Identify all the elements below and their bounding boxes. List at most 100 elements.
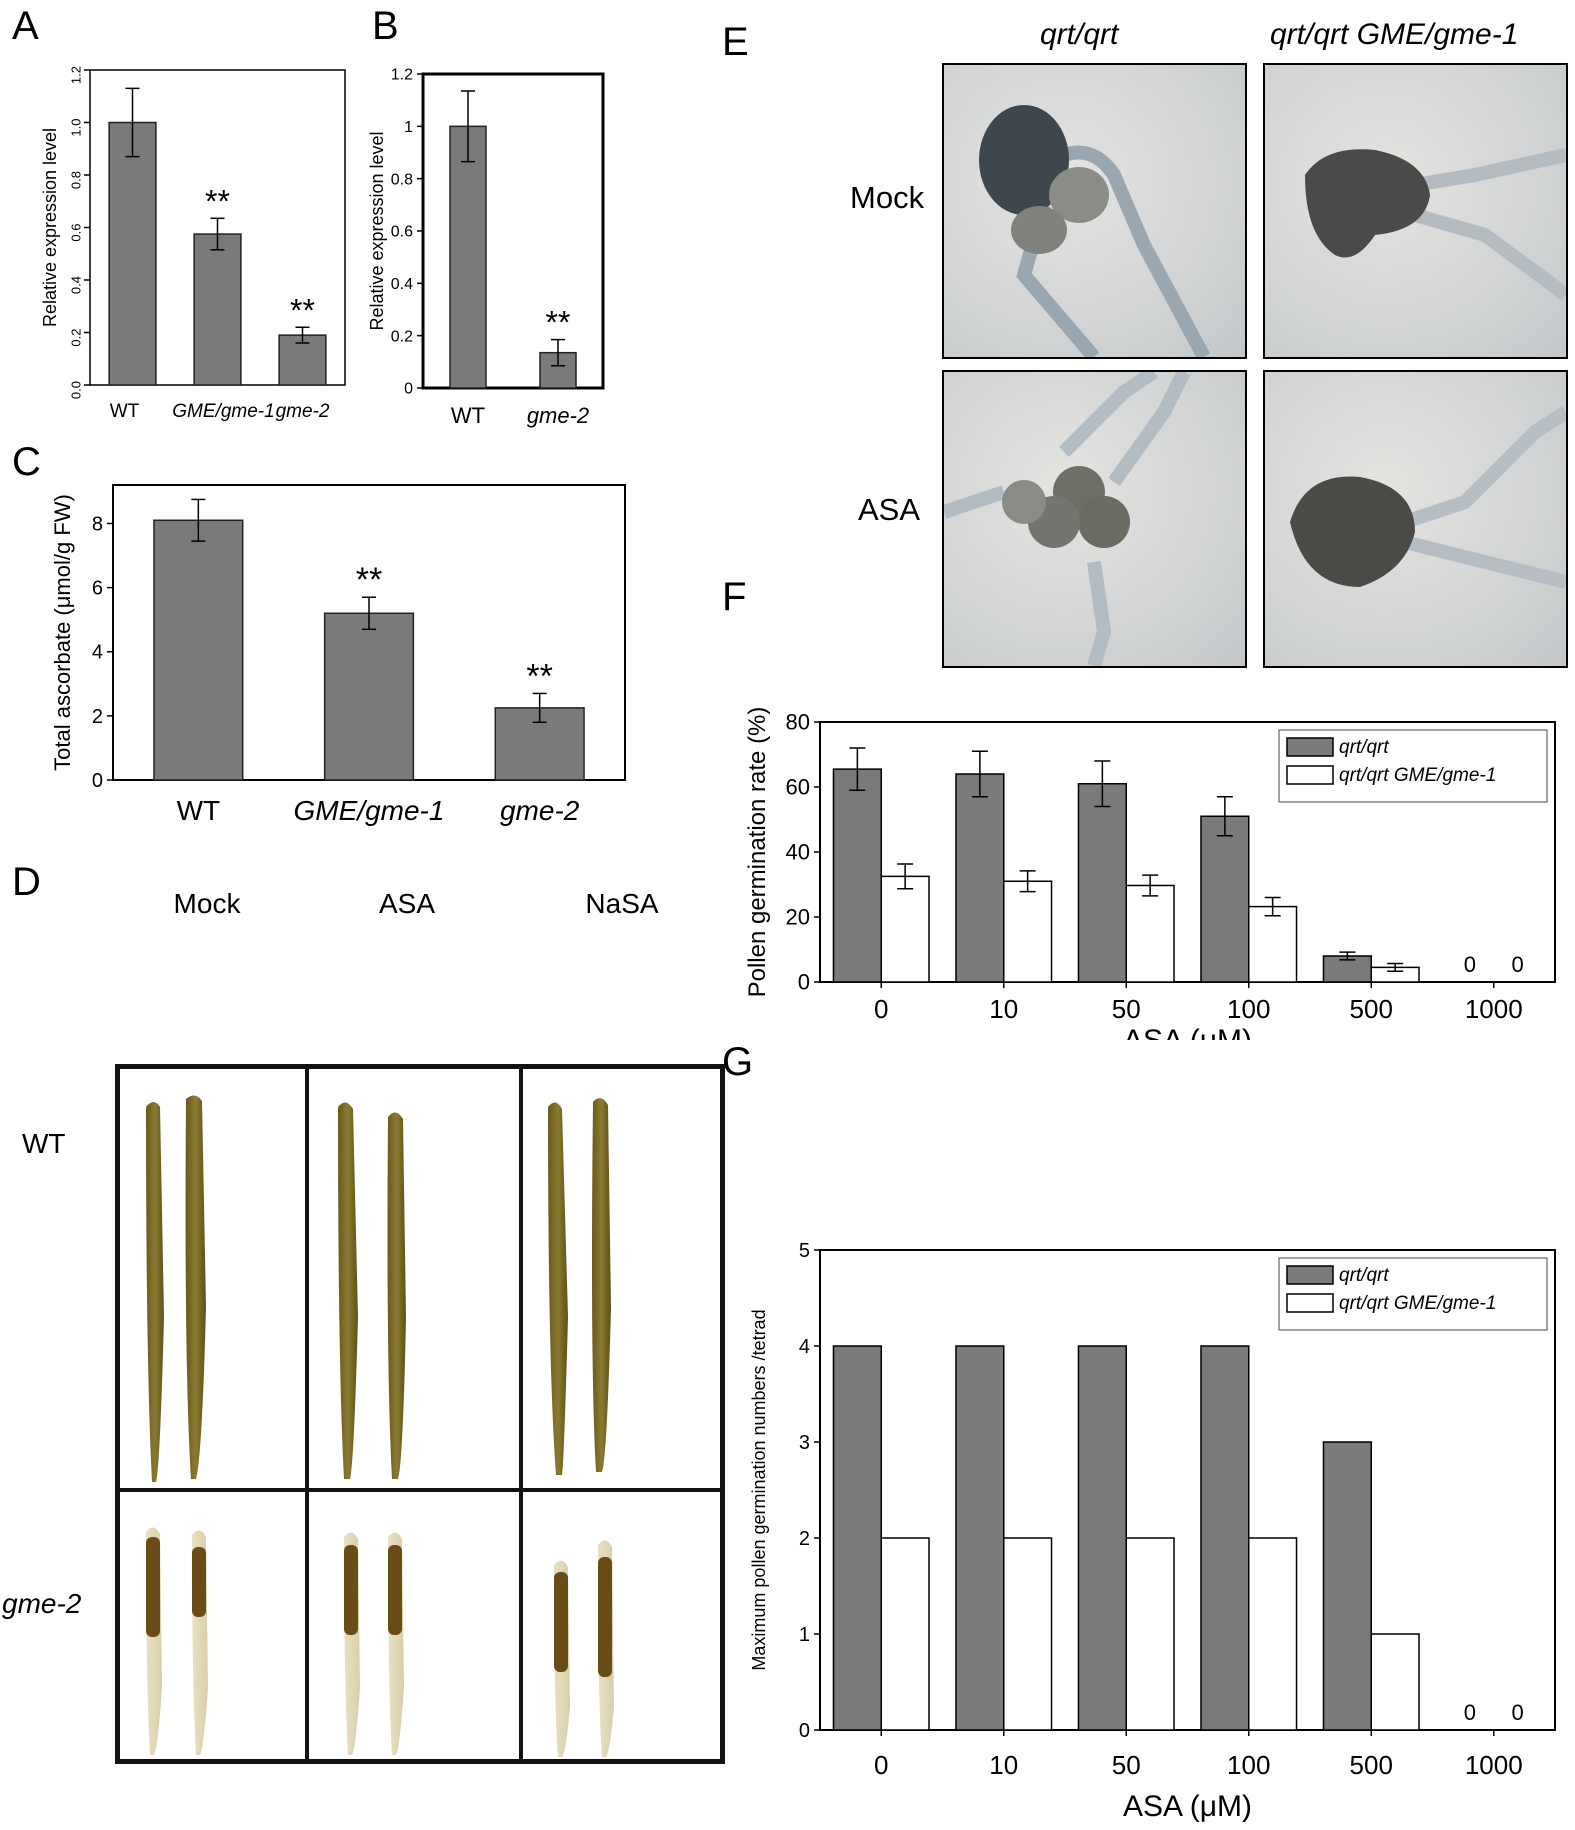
micrograph-qrt-gme-mock [1263, 63, 1568, 359]
bar [1003, 1537, 1053, 1731]
panel-letter-g: G [722, 1040, 754, 1084]
x-tick-label: 50 [1112, 994, 1141, 1024]
x-tick-label: 500 [1350, 1750, 1393, 1780]
bar [449, 125, 487, 389]
panel-letter-c: C [12, 440, 41, 484]
y-tick-label: 60 [786, 775, 810, 800]
x-tick-label: WT [177, 795, 221, 826]
bar [1003, 880, 1053, 983]
x-tick-label: 1000 [1465, 1750, 1523, 1780]
bar [1125, 1537, 1175, 1731]
significance-label: ** [526, 657, 552, 695]
panel-letter-d: D [12, 860, 41, 904]
micrograph-qrt-gme-mock-drawing [1305, 148, 1566, 301]
x-tick-label: 100 [1227, 1750, 1270, 1780]
y-tick-label: 80 [786, 710, 810, 735]
legend-swatch [1286, 765, 1334, 785]
legend-swatch [1286, 1293, 1334, 1313]
y-tick-label: 5 [799, 1240, 810, 1262]
y-tick-label: 2 [799, 1528, 810, 1550]
bar [153, 519, 244, 781]
plot-frame [819, 1249, 1556, 1731]
bar [108, 121, 157, 386]
bar [1248, 905, 1298, 983]
x-tick-label: gme-2 [500, 795, 580, 826]
y-tick-label: 8 [92, 513, 103, 535]
y-tick-label: 4 [92, 642, 103, 664]
y-axis-label: Total ascorbate (μmol/g FW) [50, 494, 75, 771]
bar [832, 768, 882, 983]
x-axis-label: ASA (μM) [1123, 1790, 1252, 1823]
zero-value-label: 0 [1512, 952, 1524, 977]
d-col-label-asa: ASA [378, 888, 436, 919]
bar [955, 1345, 1005, 1731]
y-tick-label: 0 [799, 1720, 810, 1742]
bar [1248, 1537, 1298, 1731]
y-tick-label: 0.4 [391, 276, 413, 293]
y-tick-label: 0.8 [391, 171, 413, 188]
y-tick-label: 0 [404, 381, 413, 398]
chart-g: 0 1 2 3 4 5 Maximum pollen germination numbers… [749, 1240, 1556, 1823]
silique-photo-gme2-asa [307, 1490, 521, 1761]
x-tick-label: GME/gme-1 [172, 401, 274, 422]
legend-label: qrt/qrt GME/gme-1 [1339, 1293, 1496, 1314]
x-tick-label: gme-2 [527, 403, 589, 428]
x-tick-label: 0 [874, 1750, 888, 1780]
bar [1370, 1633, 1420, 1731]
d-row-label-gme2: gme-2 [2, 1588, 82, 1619]
y-axis-label: Maximum pollen germination numbers /tetr… [749, 1309, 769, 1670]
significance-label: ** [290, 292, 315, 328]
y-axis-label: Pollen germination rate (%) [744, 707, 771, 998]
zero-value-label: 0 [1464, 952, 1476, 977]
x-tick-label: 50 [1112, 1750, 1141, 1780]
y-tick-label: 6 [92, 578, 103, 600]
y-tick-label: 1.0 [69, 119, 84, 137]
y-tick-label: 0.6 [69, 224, 84, 242]
micrograph-qrt-asa [942, 370, 1247, 668]
e-row-label-mock: Mock [850, 180, 925, 215]
x-tick-label: 10 [989, 994, 1018, 1024]
y-tick-label: 4 [799, 1336, 810, 1358]
chart-b: 0 0.2 0.4 0.6 0.8 1 1.2 Relative expression lev… [367, 67, 605, 428]
legend-swatch [1286, 1265, 1334, 1285]
bar [880, 875, 930, 983]
y-tick-label: 2 [92, 706, 103, 728]
chart-a: 0.0 0.2 0.4 0.6 0.8 1.0 1.2 Relative expression… [40, 66, 346, 422]
panel-letter-e: E [722, 20, 749, 64]
bar [1200, 1345, 1250, 1731]
zero-value-label: 0 [1464, 1700, 1476, 1725]
panel-letter-a: A [12, 4, 39, 48]
significance-label: ** [205, 183, 230, 219]
x-tick-label: 500 [1350, 994, 1393, 1024]
y-tick-label: 20 [786, 905, 810, 930]
bar [193, 233, 242, 386]
bar [1077, 783, 1128, 983]
y-tick-label: 0.4 [69, 276, 84, 294]
x-tick-label: gme-2 [276, 401, 330, 422]
x-tick-label: 1000 [1465, 994, 1523, 1024]
y-tick-label: 0.8 [69, 171, 84, 189]
e-col-label-qrt-gme: qrt/qrt GME/gme-1 [1270, 18, 1519, 51]
y-tick-label: 1.2 [69, 66, 84, 84]
bar [1077, 1345, 1128, 1731]
y-tick-label: 0.6 [391, 224, 413, 241]
chart-f: 0 20 40 60 80 Pollen germination rate (%) 0 10 5… [744, 707, 1556, 1040]
bar [955, 773, 1005, 983]
x-tick-label: 10 [989, 1750, 1018, 1780]
y-tick-label: 40 [786, 840, 810, 865]
zero-value-label: 0 [1512, 1700, 1524, 1725]
panel-letter-f: F [722, 575, 747, 619]
y-tick-label: 0 [798, 970, 810, 995]
y-tick-label: 0 [92, 770, 103, 792]
x-tick-label: WT [451, 403, 485, 428]
micrograph-qrt-asa-drawing [944, 372, 1191, 666]
y-tick-label: 1 [799, 1624, 810, 1646]
e-row-label-asa: ASA [858, 492, 921, 527]
y-axis-label: Relative expression level [40, 128, 60, 327]
bar [323, 612, 415, 781]
silique-drawings [146, 1095, 614, 1757]
bar [832, 1345, 882, 1731]
x-tick-label: 100 [1227, 994, 1270, 1024]
significance-label: ** [546, 305, 571, 341]
micrograph-qrt-mock-drawing [979, 105, 1211, 357]
